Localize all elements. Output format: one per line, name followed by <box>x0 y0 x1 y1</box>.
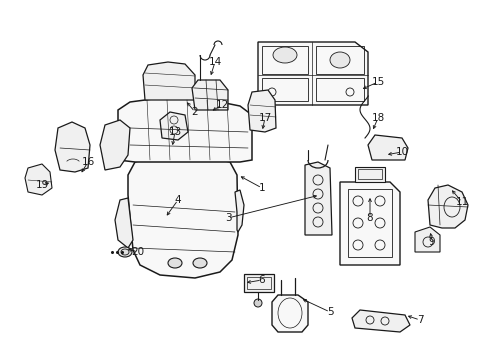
Polygon shape <box>100 120 130 170</box>
Text: 6: 6 <box>258 275 265 285</box>
Bar <box>246 277 270 289</box>
Polygon shape <box>115 198 133 248</box>
Polygon shape <box>118 98 251 162</box>
Text: 8: 8 <box>366 213 372 223</box>
Text: 12: 12 <box>215 100 228 110</box>
Text: 7: 7 <box>416 315 423 325</box>
Ellipse shape <box>253 299 262 307</box>
Ellipse shape <box>118 247 132 257</box>
Polygon shape <box>25 164 52 195</box>
Text: 1: 1 <box>258 183 265 193</box>
Text: 17: 17 <box>258 113 271 123</box>
Polygon shape <box>305 162 331 235</box>
Bar <box>262 78 307 101</box>
Polygon shape <box>128 155 238 278</box>
Text: 9: 9 <box>428 237 434 247</box>
Text: 18: 18 <box>370 113 384 123</box>
Polygon shape <box>367 135 407 160</box>
Ellipse shape <box>193 258 206 268</box>
Polygon shape <box>427 185 467 228</box>
Bar <box>262 46 307 74</box>
Polygon shape <box>142 62 195 100</box>
Bar <box>315 78 363 101</box>
Text: 2: 2 <box>191 107 198 117</box>
Polygon shape <box>235 190 244 232</box>
Bar <box>315 46 363 74</box>
Text: 11: 11 <box>454 197 468 207</box>
Text: 3: 3 <box>224 213 231 223</box>
Text: 19: 19 <box>35 180 48 190</box>
Text: 16: 16 <box>81 157 95 167</box>
Polygon shape <box>414 227 439 252</box>
Polygon shape <box>339 182 399 265</box>
Ellipse shape <box>272 47 296 63</box>
Text: 13: 13 <box>168 127 181 137</box>
Bar <box>357 169 381 179</box>
Text: 14: 14 <box>208 57 221 67</box>
Polygon shape <box>351 310 409 332</box>
Ellipse shape <box>168 258 182 268</box>
Ellipse shape <box>329 52 349 68</box>
Polygon shape <box>247 90 275 132</box>
Polygon shape <box>160 112 187 140</box>
Polygon shape <box>271 295 307 332</box>
Text: 15: 15 <box>370 77 384 87</box>
Text: 10: 10 <box>395 147 408 157</box>
Polygon shape <box>258 42 367 105</box>
Bar <box>347 189 391 257</box>
Polygon shape <box>55 122 90 172</box>
Polygon shape <box>192 80 227 110</box>
Text: 4: 4 <box>174 195 181 205</box>
Bar <box>244 274 273 292</box>
Bar <box>354 167 384 182</box>
Text: 5: 5 <box>326 307 333 317</box>
Text: 20: 20 <box>131 247 144 257</box>
